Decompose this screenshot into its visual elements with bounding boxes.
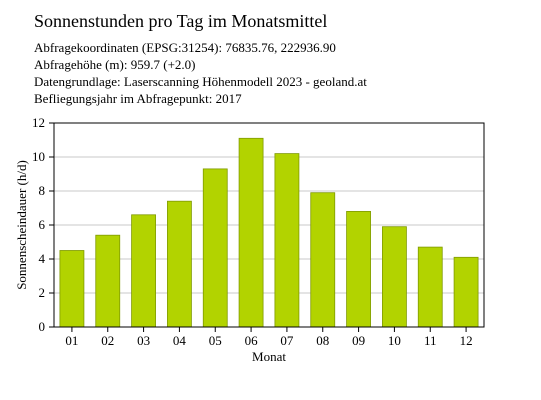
x-tick-label: 12 — [460, 333, 473, 348]
bar-12 — [453, 256, 479, 328]
y-tick-label: 10 — [32, 149, 45, 164]
bar-04 — [167, 200, 192, 328]
x-axis-ticks: 01 02 03 04 05 06 07 08 09 10 11 12 — [65, 327, 473, 348]
data-source: Datengrundlage: Laserscanning Höhenmodel… — [34, 74, 367, 89]
bar-03 — [131, 214, 156, 328]
bar-01 — [59, 250, 85, 328]
y-tick-label: 12 — [32, 115, 45, 130]
bar-10 — [382, 226, 407, 328]
bar-05 — [202, 168, 228, 328]
y-tick-label: 4 — [39, 251, 46, 266]
y-axis-label: Sonnenscheindauer (h/d) — [14, 160, 29, 290]
x-tick-label: 11 — [424, 333, 437, 348]
x-tick-label: 06 — [245, 333, 259, 348]
bar-08 — [310, 192, 336, 328]
x-tick-label: 05 — [209, 333, 222, 348]
x-tick-label: 08 — [316, 333, 329, 348]
grid-lines — [54, 156, 484, 294]
bar-11 — [417, 246, 443, 328]
y-tick-label: 8 — [39, 183, 46, 198]
bar-09 — [346, 210, 371, 328]
query-coordinates: Abfragekoordinaten (EPSG:31254): 76835.7… — [34, 40, 336, 55]
x-tick-label: 02 — [101, 333, 114, 348]
bar-02 — [95, 234, 121, 328]
bars — [59, 137, 479, 328]
x-tick-label: 09 — [352, 333, 365, 348]
x-tick-label: 07 — [280, 333, 294, 348]
bar-07 — [274, 153, 300, 328]
flight-year: Befliegungsjahr im Abfragepunkt: 2017 — [34, 91, 242, 106]
y-tick-label: 2 — [39, 285, 46, 300]
y-tick-label: 6 — [39, 217, 46, 232]
bar-06 — [238, 137, 264, 328]
x-tick-label: 01 — [65, 333, 78, 348]
chart-title: Sonnenstunden pro Tag im Monatsmittel — [34, 11, 328, 31]
query-height: Abfragehöhe (m): 959.7 (+2.0) — [34, 57, 196, 72]
x-tick-label: 03 — [137, 333, 150, 348]
y-axis-ticks: 0 2 4 6 8 10 12 — [32, 115, 54, 334]
x-tick-label: 10 — [388, 333, 401, 348]
x-axis-label: Monat — [252, 349, 286, 364]
x-tick-label: 04 — [173, 333, 187, 348]
y-tick-label: 0 — [39, 319, 46, 334]
